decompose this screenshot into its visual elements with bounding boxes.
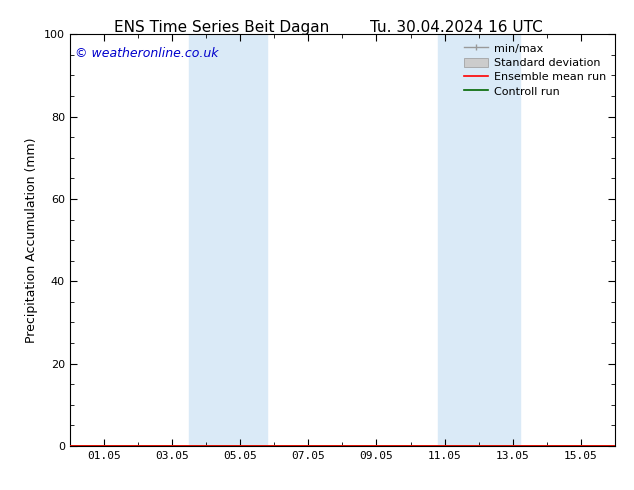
Legend: min/max, Standard deviation, Ensemble mean run, Controll run: min/max, Standard deviation, Ensemble me…: [460, 40, 609, 100]
Text: © weatheronline.co.uk: © weatheronline.co.uk: [75, 47, 219, 60]
Bar: [189, 34, 268, 446]
Y-axis label: Precipitation Accumulation (mm): Precipitation Accumulation (mm): [25, 137, 38, 343]
Text: ENS Time Series Beit Dagan: ENS Time Series Beit Dagan: [114, 20, 330, 35]
Bar: [437, 34, 520, 446]
Text: Tu. 30.04.2024 16 UTC: Tu. 30.04.2024 16 UTC: [370, 20, 543, 35]
